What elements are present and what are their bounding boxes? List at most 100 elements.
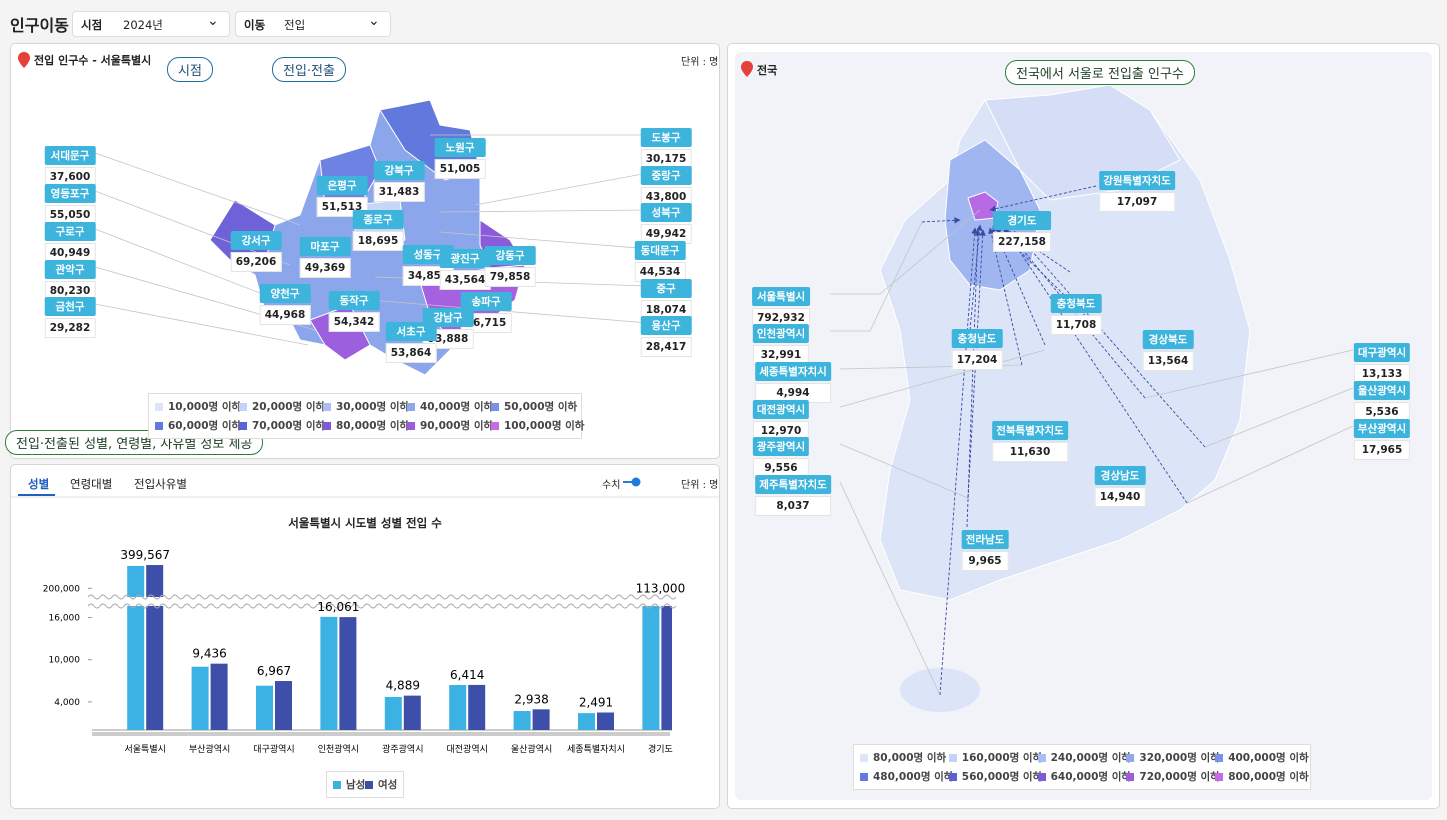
region-name: 전라남도 [961,530,1009,549]
region-name: 송파구 [460,292,512,311]
map-label: 전라남도 9,965 [961,530,1009,571]
map-label: 중랑구 43,800 [640,166,692,207]
x-tick-label: 대전광역시 [446,743,487,755]
legend-label: 160,000명 이하 [961,752,1043,764]
flow-arrow [1007,223,1206,448]
map-label: 충청북도 11,708 [1050,294,1102,335]
region-value: 44,968 [259,305,311,325]
region-value: 8,037 [755,496,831,516]
x-tick-label: 대구광역시 [253,743,294,755]
region-name: 중랑구 [640,166,692,185]
tab[interactable]: 전입사유별 [134,477,187,491]
map-label: 대구광역시 13,133 [1353,343,1411,384]
flow-arrow [989,185,1097,212]
map-label: 부산광역시 17,965 [1353,419,1411,460]
bar [320,616,338,730]
region-name: 양천구 [259,284,311,303]
leader-line [839,481,941,696]
region-name: 광주광역시 [752,437,810,456]
value-label: 6,414 [450,668,484,682]
region-name: 중구 [640,279,692,298]
filter-move[interactable]: 이동 전입 ⌄ [235,11,391,37]
region-name: 금천구 [44,297,96,316]
region-name: 용산구 [640,316,692,335]
leader-line [439,209,649,213]
flow-arrow [966,229,981,528]
map-label: 강북구 31,483 [373,161,425,202]
y-tick-label: 200,000 [43,584,80,594]
chart-title: 서울특별시 시도별 성별 전입 수 [288,516,442,530]
legend-label: 30,000명 이하 [336,401,410,413]
filter-label: 시점 [81,18,103,32]
map-label: 경상남도 14,940 [1094,466,1146,507]
leader-line [94,303,309,346]
legend-swatch [407,421,415,430]
legend-label: 40,000명 이하 [420,401,494,413]
map-label: 제주특별자치도 8,037 [755,475,831,516]
region-name: 경상남도 [1094,466,1146,485]
region-name: 울산광역시 [1353,381,1411,400]
region-value: 44,534 [634,262,686,282]
map-label: 동대문구 44,534 [634,241,686,282]
region-value: 13,564 [1142,351,1194,371]
legend-label: 560,000명 이하 [961,771,1043,783]
panel-title: 전국 [757,64,778,77]
leader-line [869,221,923,332]
toggle-knob[interactable] [631,477,641,487]
panel-title: 전입 인구수 - 서울특별시 [34,54,152,67]
seoul-legend: 10,000명 이하 20,000명 이하 30,000명 이하 40,000명 이하… [148,393,584,439]
bar [339,617,357,730]
axis-break [88,597,674,606]
region-name: 성북구 [640,203,692,222]
callout: 시점 [167,57,213,82]
value-label: 6,967 [257,664,291,678]
map-label: 강동구 79,858 [484,246,536,287]
legend-swatch [948,753,957,762]
legend-label: 240,000명 이하 [1050,752,1132,764]
legend-swatch [323,421,331,430]
legend-swatch [365,780,373,789]
map-label: 경상북도 13,564 [1142,330,1194,371]
value-label: 113,000 [636,581,686,595]
legend-item: 560,000명 이하 [948,767,1042,786]
region-area [967,191,999,221]
legend-label: 70,000명 이하 [252,420,326,432]
legend-item: 여성 [365,775,397,794]
region-value: 79,858 [484,267,536,287]
legend-swatch [407,402,415,411]
legend-label: 80,000명 이하 [873,752,947,764]
region-value: 5,536 [1353,402,1411,422]
tab[interactable]: 연령대별 [70,477,113,491]
leader-line [94,228,266,296]
map-label: 서초구 53,864 [385,322,437,363]
x-tick-label: 서울특별시 [124,744,165,755]
map-label: 양천구 44,968 [259,284,311,325]
jeju-area [900,668,980,712]
map-label: 강서구 69,206 [230,231,282,272]
region-name: 노원구 [434,138,486,157]
map-label: 전북특별자치도 11,630 [992,421,1068,462]
legend-swatch [1215,772,1224,781]
region-value: 17,204 [951,350,1003,370]
region-value: 43,564 [439,270,491,290]
map-label: 충청남도 17,204 [951,329,1003,370]
tab[interactable]: 성별 [28,477,50,491]
x-tick-label: 울산광역시 [511,743,552,755]
legend-label: 720,000명 이하 [1139,771,1220,783]
legend-label: 80,000명 이하 [336,420,410,432]
map-label: 세종특별자치시 4,994 [755,362,831,403]
leader-line [1186,425,1354,504]
legend-label: 여성 [378,779,398,791]
map-label: 구로구 40,949 [44,222,96,263]
region-name: 강서구 [230,231,282,250]
dropdown-arrow: ⌄ [368,13,380,29]
region-value: 227,158 [993,232,1051,252]
filter-time[interactable]: 시점 2024년 ⌄ [72,11,230,37]
y-tick-label: 10,000 [49,656,81,666]
legend-label: 640,000명 이하 [1050,771,1132,783]
flow-arrow [969,224,983,331]
filter-label: 이동 [244,18,266,32]
value-label: 2,938 [514,692,548,706]
bar [127,565,145,730]
legend-label: 60,000명 이하 [168,420,242,432]
